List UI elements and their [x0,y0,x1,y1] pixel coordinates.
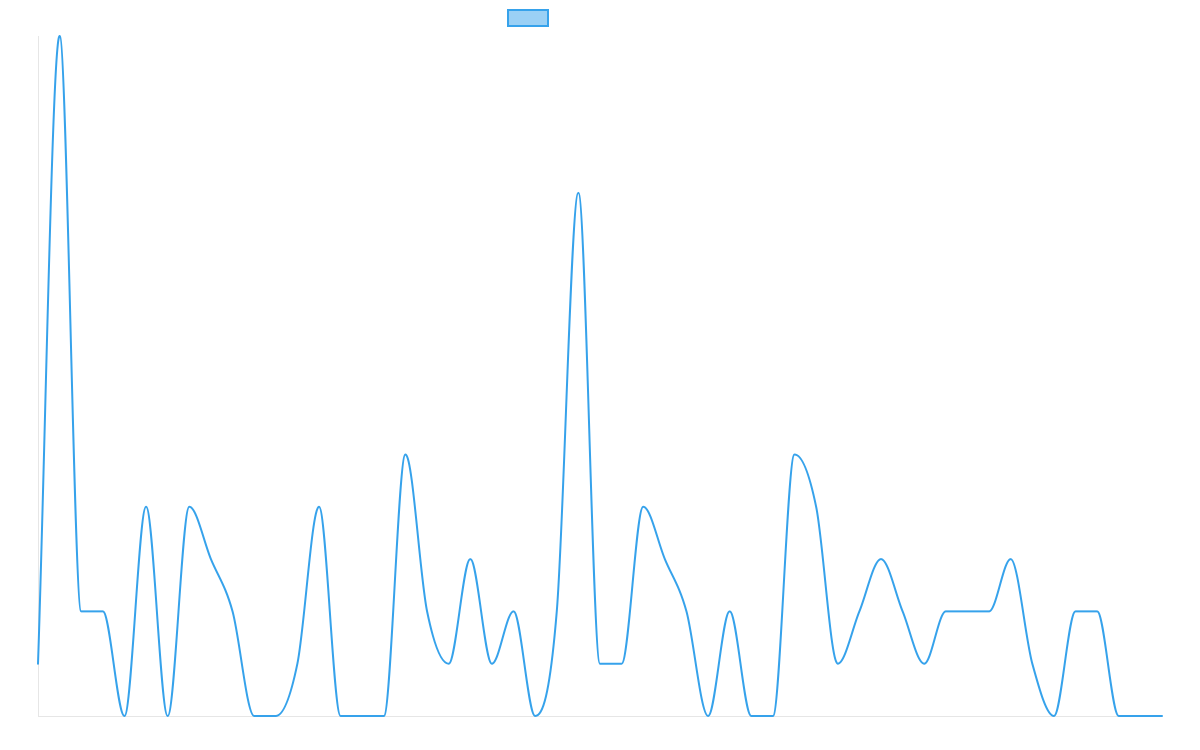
data-point[interactable] [78,608,84,614]
data-point[interactable] [662,556,668,562]
legend-swatch[interactable] [507,9,549,27]
data-point[interactable] [532,713,538,719]
data-point[interactable] [230,608,236,614]
data-point[interactable] [165,713,171,719]
data-point[interactable] [1073,608,1079,614]
data-point[interactable] [359,713,365,719]
data-point[interactable] [143,504,149,510]
data-point[interactable] [57,33,63,39]
data-point[interactable] [964,608,970,614]
data-point[interactable] [511,608,517,614]
data-point[interactable] [489,661,495,667]
data-point[interactable] [640,504,646,510]
data-point[interactable] [813,504,819,510]
data-point[interactable] [943,608,949,614]
data-point[interactable] [770,713,776,719]
data-point[interactable] [1051,713,1057,719]
data-point[interactable] [554,608,560,614]
data-point[interactable] [100,608,106,614]
data-point[interactable] [835,661,841,667]
series-line [37,35,1163,717]
data-point[interactable] [294,661,300,667]
data-point[interactable] [446,661,452,667]
legend[interactable] [507,9,549,27]
data-point[interactable] [467,556,473,562]
data-point[interactable] [748,713,754,719]
data-point[interactable] [705,713,711,719]
data-point[interactable] [986,608,992,614]
data-point[interactable] [856,608,862,614]
data-point[interactable] [121,713,127,719]
series-group [35,33,1165,719]
data-point[interactable] [597,661,603,667]
data-point[interactable] [683,608,689,614]
data-point[interactable] [1029,661,1035,667]
data-point[interactable] [878,556,884,562]
data-point[interactable] [186,504,192,510]
data-point[interactable] [338,713,344,719]
data-point[interactable] [792,451,798,457]
data-point[interactable] [575,190,581,196]
data-point[interactable] [35,661,41,667]
data-point[interactable] [273,713,279,719]
data-point[interactable] [1094,608,1100,614]
data-point[interactable] [900,608,906,614]
data-point[interactable] [208,556,214,562]
data-point[interactable] [1137,713,1143,719]
data-point[interactable] [402,451,408,457]
data-point[interactable] [727,608,733,614]
data-point[interactable] [251,713,257,719]
data-point[interactable] [1116,713,1122,719]
data-point[interactable] [1159,713,1165,719]
data-point[interactable] [619,661,625,667]
data-point[interactable] [381,713,387,719]
data-point[interactable] [424,608,430,614]
data-point[interactable] [316,504,322,510]
data-point[interactable] [1008,556,1014,562]
data-point[interactable] [921,661,927,667]
